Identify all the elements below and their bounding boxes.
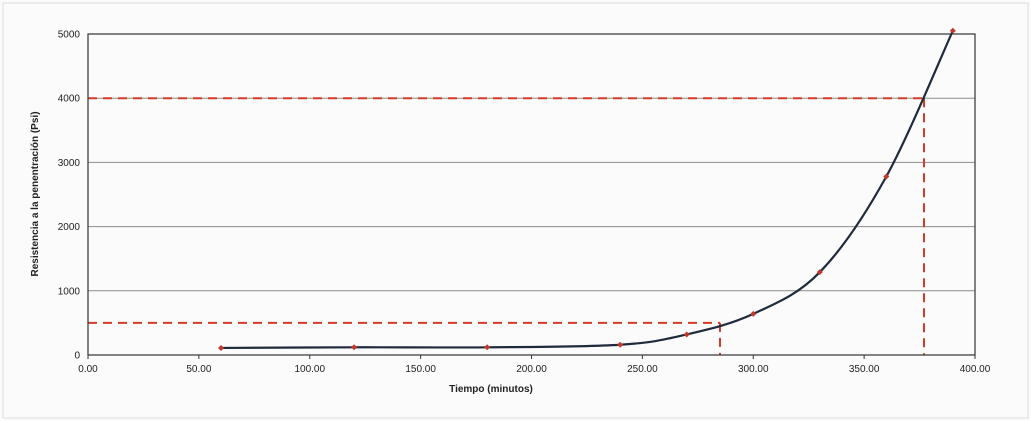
data-point [617,341,624,348]
x-tick-label: 100.00 [294,364,325,375]
y-axis-ticks: 0 1000 2000 3000 4000 5000 [58,30,81,362]
data-point [683,331,690,338]
y-tick-label: 4000 [58,94,81,105]
x-tick-label: 400.00 [960,364,991,375]
data-point [750,310,757,317]
y-tick-label: 2000 [58,222,81,233]
y-axis-title: Resistencia a la penentración (Psi) [30,111,41,276]
data-point [484,344,491,351]
x-tick-label: 300.00 [738,364,769,375]
y-tick-label: 3000 [58,158,81,169]
data-point [816,269,823,276]
y-tick-label: 1000 [58,286,81,297]
data-point [949,27,956,34]
reference-lines [88,97,925,355]
x-tick-label: 150.00 [405,364,436,375]
series-line [221,30,954,350]
y-tick-label: 0 [74,351,80,362]
x-tick-label: 50.00 [186,364,211,375]
x-tick-label: 350.00 [849,364,880,375]
x-tick-label: 200.00 [516,364,547,375]
data-point [351,344,358,351]
x-tick-label: 0.00 [78,364,98,375]
data-point [218,344,225,351]
data-point [883,173,890,180]
x-axis-ticks: 0.00 50.00 100.00 150.00 200.00 250.00 300.00 3… [78,355,991,375]
x-axis-title: Tiempo (minutos) [449,384,533,395]
y-tick-label: 5000 [58,30,81,41]
x-tick-label: 250.00 [627,364,658,375]
data-series [218,27,956,351]
